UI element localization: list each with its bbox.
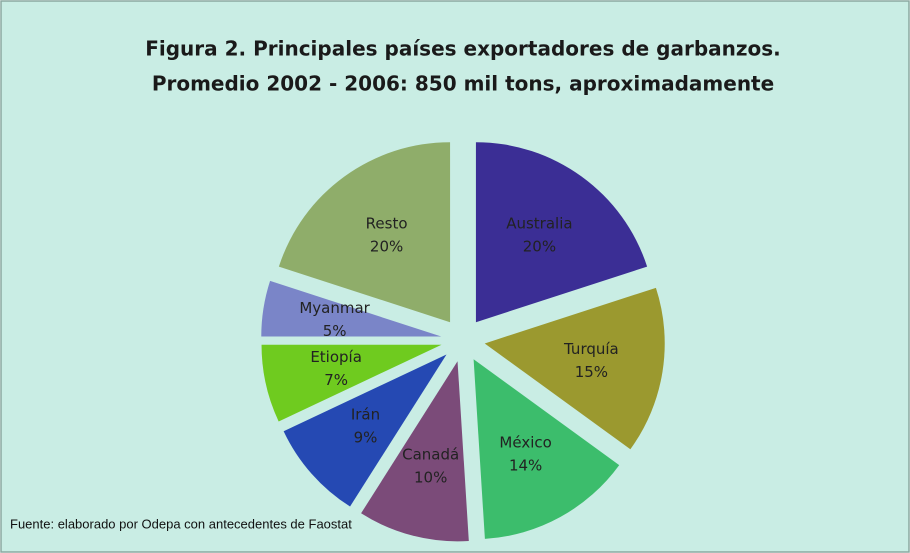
- slice-value-label: 5%: [323, 322, 347, 340]
- source-note: Fuente: elaborado por Odepa con antecede…: [10, 516, 352, 531]
- chart-title: Figura 2. Principales países exportadore…: [145, 37, 781, 61]
- pie-slice: [261, 280, 442, 337]
- pie-slice: [475, 142, 648, 323]
- pie-slice: [261, 344, 442, 422]
- chart-subtitle: Promedio 2002 - 2006: 850 mil tons, apro…: [152, 72, 774, 96]
- slice-label: Canadá: [402, 445, 459, 463]
- slice-label: Irán: [351, 405, 380, 423]
- slice-label: Etiopía: [310, 348, 362, 366]
- slice-value-label: 9%: [354, 428, 378, 446]
- slice-value-label: 14%: [509, 456, 542, 474]
- pie-slice: [278, 142, 451, 323]
- pie-slice: [283, 354, 447, 507]
- pie-slice: [361, 361, 469, 542]
- slice-value-label: 20%: [523, 237, 556, 255]
- slice-value-label: 20%: [370, 237, 403, 255]
- slice-label: México: [499, 433, 551, 451]
- pie-slice: [484, 287, 665, 450]
- slice-value-label: 7%: [324, 371, 348, 389]
- slice-label: Myanmar: [299, 299, 370, 317]
- slice-label: Resto: [366, 214, 408, 232]
- slice-label: Australia: [506, 214, 572, 232]
- slice-value-label: 10%: [414, 468, 447, 486]
- slice-label: Turquía: [563, 340, 619, 358]
- pie-slice: [473, 359, 620, 539]
- slice-value-label: 15%: [575, 363, 608, 381]
